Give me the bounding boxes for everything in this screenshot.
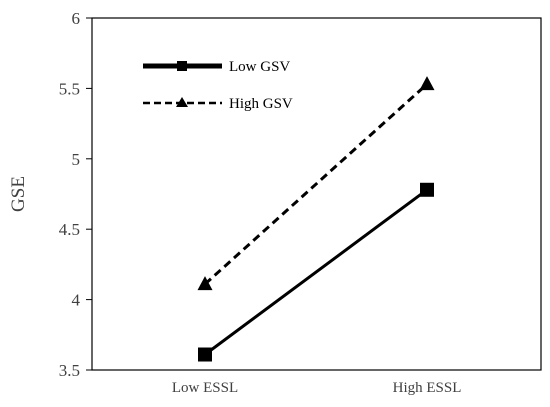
series-line xyxy=(204,188,428,356)
y-tick-label: 4 xyxy=(72,291,81,310)
legend-label: High GSV xyxy=(229,96,293,112)
y-axis-title: GSE xyxy=(8,176,29,212)
legend-item: Low GSV xyxy=(143,59,290,75)
x-tick-label: High ESSL xyxy=(393,380,462,396)
y-tick-label: 5 xyxy=(72,150,81,169)
data-point-square xyxy=(420,182,434,197)
data-point-triangle xyxy=(197,276,213,291)
plot-area-frame xyxy=(91,17,542,371)
y-tick-label: 4.5 xyxy=(59,220,80,239)
y-tick-label: 6 xyxy=(72,9,81,28)
legend-item: High GSV xyxy=(143,96,293,112)
y-tick-label: 5.5 xyxy=(59,79,80,98)
data-point-square xyxy=(198,347,212,362)
series-layer xyxy=(197,76,435,362)
legend-symbol xyxy=(143,97,222,107)
legend-label: Low GSV xyxy=(229,59,290,75)
series-line xyxy=(203,83,429,286)
series-high-gsv xyxy=(197,76,435,291)
y-tick-label: 3.5 xyxy=(59,361,80,380)
series-low-gsv xyxy=(198,182,434,362)
y-axis: 3.5 4 4.5 5 5.5 6 xyxy=(59,9,92,380)
x-axis: Low ESSL High ESSL xyxy=(172,380,462,396)
legend: Low GSV High GSV xyxy=(143,59,293,112)
legend-symbol xyxy=(143,61,222,71)
data-point-triangle xyxy=(419,76,435,91)
x-tick-label: Low ESSL xyxy=(172,380,238,396)
